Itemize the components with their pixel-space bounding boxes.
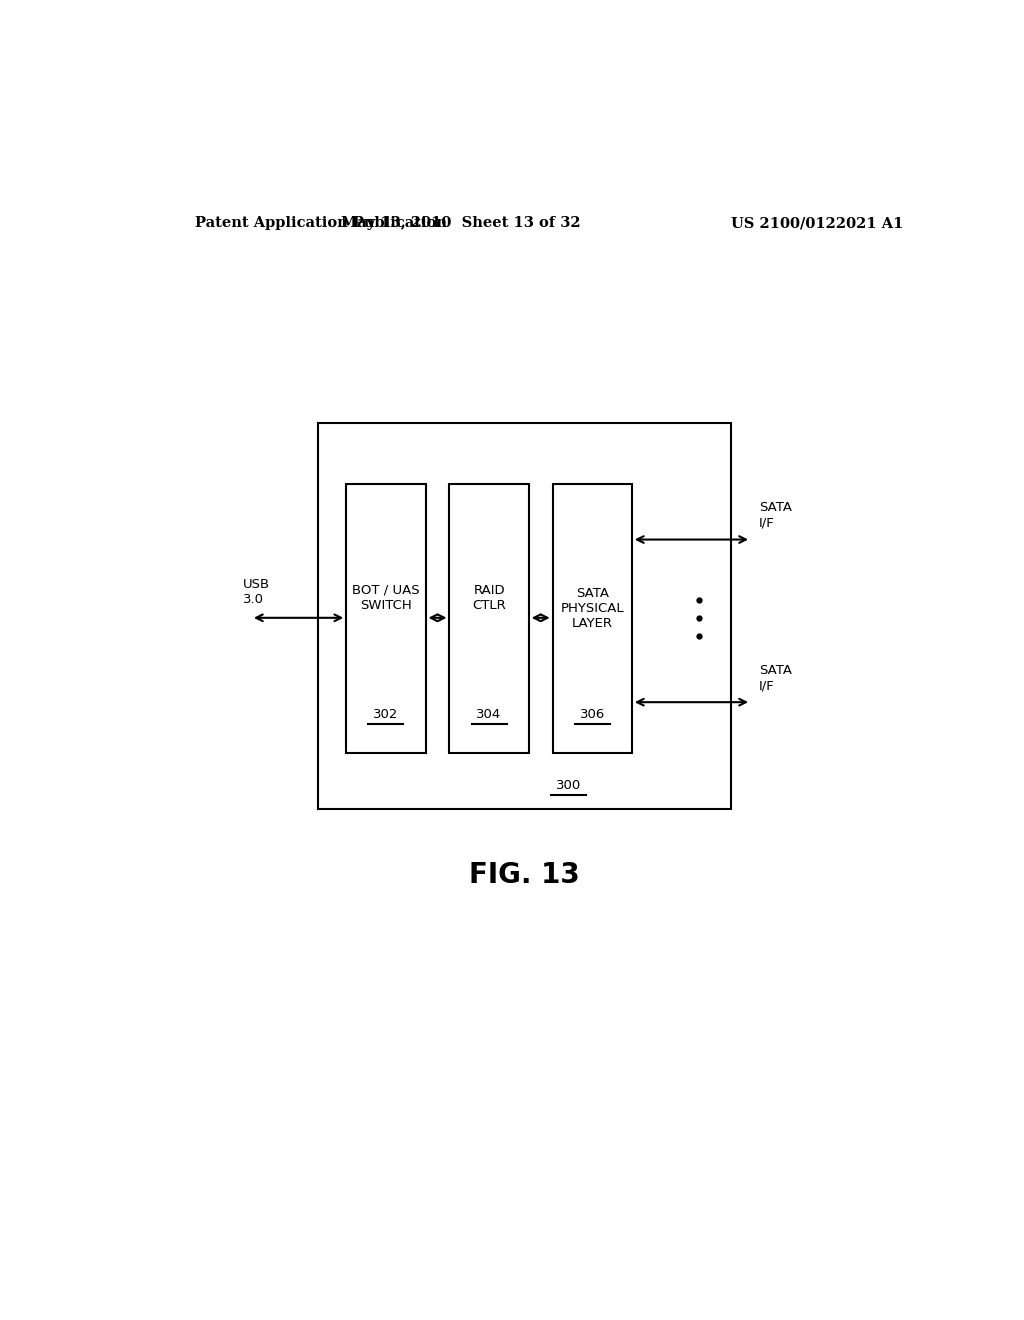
Bar <box>553 483 632 752</box>
Text: May 13, 2010  Sheet 13 of 32: May 13, 2010 Sheet 13 of 32 <box>341 216 582 231</box>
Text: 302: 302 <box>373 708 398 721</box>
Text: 304: 304 <box>476 708 502 721</box>
Text: SATA
PHYSICAL
LAYER: SATA PHYSICAL LAYER <box>560 586 624 630</box>
Bar <box>318 422 731 809</box>
Text: RAID
CTLR: RAID CTLR <box>472 583 506 612</box>
Text: SATA
I/F: SATA I/F <box>759 502 792 529</box>
Text: FIG. 13: FIG. 13 <box>469 861 581 888</box>
Text: Patent Application Publication: Patent Application Publication <box>196 216 447 231</box>
Bar <box>346 483 426 752</box>
Bar <box>450 483 528 752</box>
Text: 306: 306 <box>580 708 605 721</box>
Text: BOT / UAS
SWITCH: BOT / UAS SWITCH <box>352 583 420 612</box>
Text: US 2100/0122021 A1: US 2100/0122021 A1 <box>731 216 903 231</box>
Text: 300: 300 <box>556 779 581 792</box>
Text: SATA
I/F: SATA I/F <box>759 664 792 692</box>
Text: USB
3.0: USB 3.0 <box>243 578 270 606</box>
